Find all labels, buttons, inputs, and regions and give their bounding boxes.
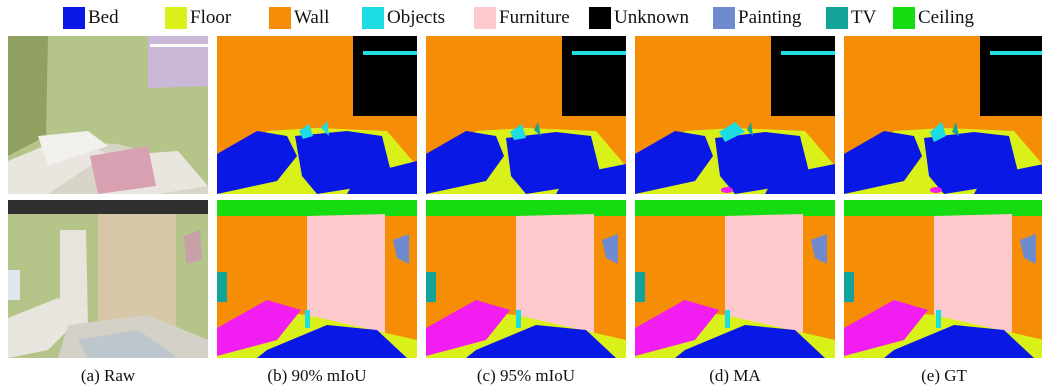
legend-swatch-floor — [165, 7, 187, 29]
segmentation-map — [426, 200, 626, 358]
legend-label-ceiling: Ceiling — [918, 7, 974, 28]
legend-item-bed: Bed — [63, 6, 119, 30]
raw-photo-bedroom-2 — [8, 200, 208, 358]
segmentation-row2-gt — [844, 200, 1042, 358]
legend-item-ceiling: Ceiling — [893, 6, 974, 30]
raw-image-row1 — [8, 36, 208, 194]
segmentation-map — [217, 36, 417, 194]
legend-label-wall: Wall — [294, 7, 330, 28]
legend-item-objects: Objects — [362, 6, 445, 30]
legend-swatch-painting — [713, 7, 735, 29]
segmentation-row1-gt — [844, 36, 1042, 194]
segmentation-map — [844, 36, 1042, 194]
legend-item-tv: TV — [826, 6, 876, 30]
legend-swatch-wall — [269, 7, 291, 29]
legend-swatch-ceiling — [893, 7, 915, 29]
caption-95-miou: (c) 95% mIoU — [476, 366, 576, 385]
segmentation-map — [635, 200, 835, 358]
legend-swatch-furniture — [474, 7, 496, 29]
legend-label-unknown: Unknown — [614, 7, 689, 28]
raw-photo-bedroom-1 — [8, 36, 208, 194]
raw-image-row2 — [8, 200, 208, 358]
legend-label-tv: TV — [851, 7, 877, 28]
legend-item-furniture: Furniture — [474, 6, 570, 30]
caption-ma: (d) MA — [709, 366, 761, 385]
caption-gt: (e) GT — [921, 366, 967, 385]
segmentation-row1-ma — [635, 36, 835, 194]
legend-item-floor: Floor — [165, 6, 231, 30]
segmentation-row1-90-miou — [217, 36, 417, 194]
caption-90-miou: (b) 90% mIoU — [267, 366, 367, 385]
legend-swatch-objects — [362, 7, 384, 29]
legend-swatch-tv — [826, 7, 848, 29]
legend-label-bed: Bed — [88, 7, 119, 28]
caption-raw: (a) Raw — [80, 366, 136, 385]
segmentation-row1-95-miou — [426, 36, 626, 194]
legend-label-furniture: Furniture — [499, 7, 570, 28]
legend-item-unknown: Unknown — [589, 6, 689, 30]
segmentation-map — [217, 200, 417, 358]
legend-swatch-unknown — [589, 7, 611, 29]
legend: Bed Floor Wall Objects Furniture Unknown… — [0, 0, 1042, 34]
legend-label-painting: Painting — [738, 7, 802, 28]
segmentation-map — [426, 36, 626, 194]
segmentation-map — [844, 200, 1042, 358]
segmentation-row2-95-miou — [426, 200, 626, 358]
legend-label-objects: Objects — [387, 7, 446, 28]
legend-swatch-bed — [63, 7, 85, 29]
segmentation-row2-90-miou — [217, 200, 417, 358]
legend-label-floor: Floor — [190, 7, 232, 28]
legend-item-wall: Wall — [269, 6, 329, 30]
segmentation-row2-ma — [635, 200, 835, 358]
legend-item-painting: Painting — [713, 6, 801, 30]
segmentation-map — [635, 36, 835, 194]
